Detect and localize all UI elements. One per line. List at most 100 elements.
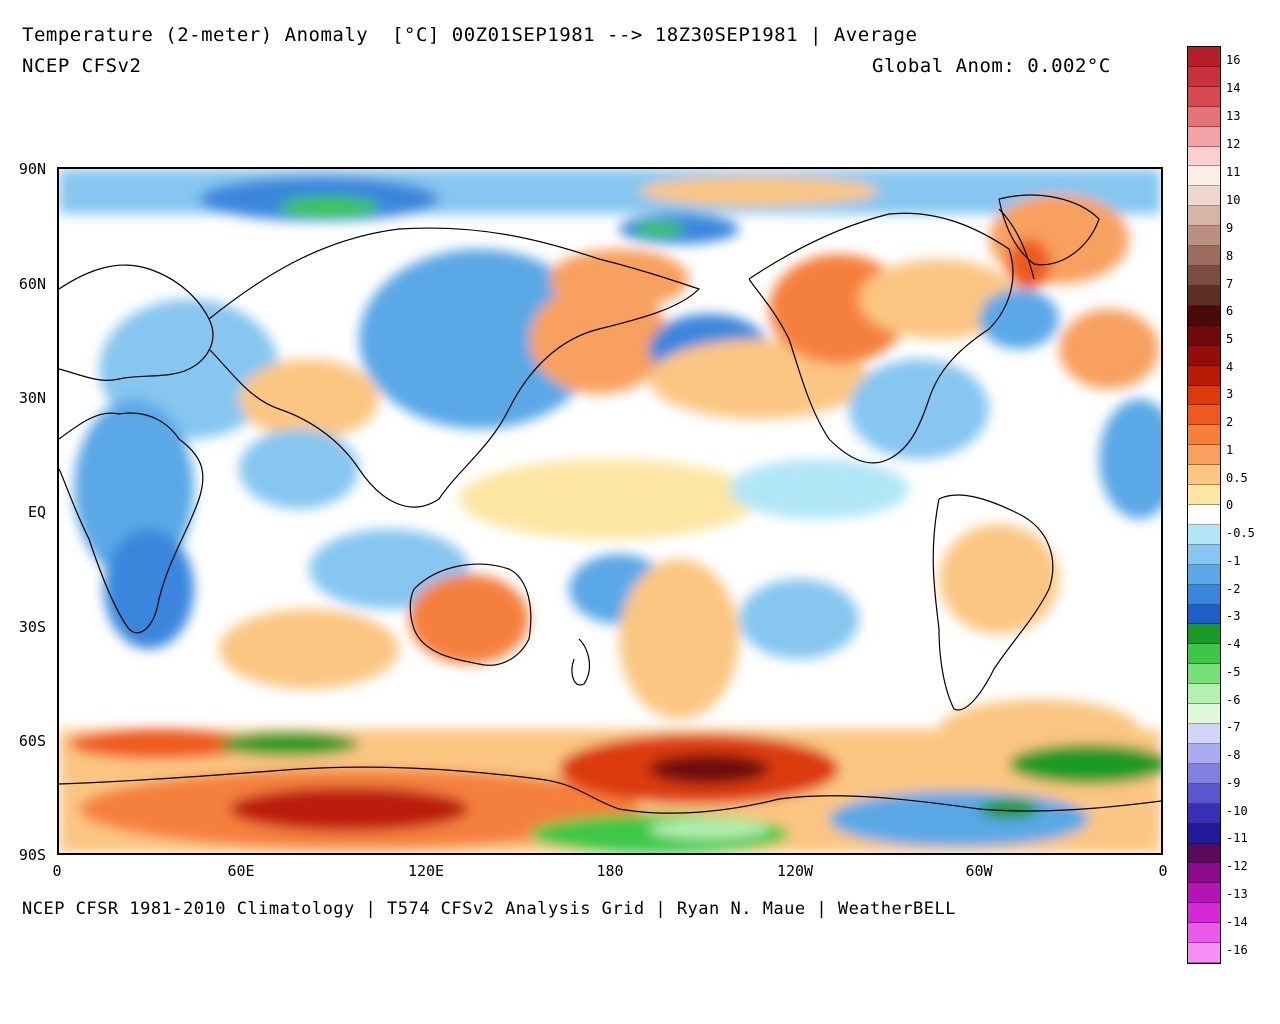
colorbar-tick-label: 1 <box>1226 443 1234 457</box>
colorbar-swatch <box>1188 285 1220 306</box>
lon-label-120w: 120W <box>776 862 814 880</box>
colorbar-tick-label: 11 <box>1226 165 1241 179</box>
colorbar-swatch <box>1188 684 1220 705</box>
colorbar-swatch <box>1188 485 1220 505</box>
colorbar-swatch <box>1188 843 1220 864</box>
model-name: NCEP CFSv2 <box>22 55 142 77</box>
colorbar-swatch <box>1188 604 1220 625</box>
colorbar-tick-label: 9 <box>1226 221 1234 235</box>
colorbar-swatch <box>1188 126 1220 147</box>
colorbar-swatch <box>1188 325 1220 346</box>
colorbar-tick-label: -11 <box>1226 831 1248 845</box>
colorbar-tick-label: -1 <box>1226 554 1241 568</box>
colorbar-tick-label: 14 <box>1226 81 1241 95</box>
colorbar-tick-label: 10 <box>1226 193 1241 207</box>
colorbar-swatch <box>1188 544 1220 565</box>
colorbar-tick-label: -6 <box>1226 693 1241 707</box>
colorbar-tick-label: 8 <box>1226 249 1234 263</box>
colorbar-swatch <box>1188 903 1220 924</box>
lon-label-180: 180 <box>596 862 624 880</box>
colorbar-tick-label: 2 <box>1226 415 1234 429</box>
colorbar-swatch <box>1188 365 1220 386</box>
colorbar-swatch <box>1188 385 1220 406</box>
colorbar-swatch <box>1188 246 1220 267</box>
colorbar-tick-label: -2 <box>1226 582 1241 596</box>
colorbar-swatch <box>1188 47 1220 67</box>
colorbar-swatch <box>1188 505 1220 525</box>
colorbar-tick-label: 0.5 <box>1226 471 1248 485</box>
lon-label-60w: 60W <box>965 862 993 880</box>
colorbar-tick-label: 16 <box>1226 53 1241 67</box>
colorbar-tick-label: -8 <box>1226 748 1241 762</box>
colorbar-swatch <box>1188 106 1220 127</box>
anomaly-blobs <box>59 169 1161 853</box>
colorbar-swatch <box>1188 226 1220 247</box>
colorbar-swatch <box>1188 584 1220 605</box>
colorbar-swatch <box>1188 724 1220 744</box>
colorbar-swatch <box>1188 345 1220 366</box>
colorbar-swatch <box>1188 445 1220 466</box>
colorbar-swatch <box>1188 86 1220 107</box>
lat-label-60n: 60N <box>18 275 46 293</box>
lat-label-30s: 30S <box>18 618 46 636</box>
colorbar-swatch <box>1188 923 1220 944</box>
colorbar-swatch <box>1188 206 1220 227</box>
colorbar-tick-label: -16 <box>1226 943 1248 957</box>
colorbar-tick-label: 0 <box>1226 498 1234 512</box>
colorbar-tick-label: -3 <box>1226 609 1241 623</box>
colorbar-swatch <box>1188 743 1220 764</box>
colorbar-tick-label: -12 <box>1226 859 1248 873</box>
colorbar-swatch <box>1188 624 1220 645</box>
colorbar-swatch <box>1188 883 1220 904</box>
colorbar-swatch <box>1188 943 1220 963</box>
anomaly-map <box>57 167 1163 855</box>
colorbar-swatch <box>1188 66 1220 87</box>
lat-label-90s: 90S <box>18 846 46 864</box>
colorbar-swatch <box>1188 564 1220 585</box>
colorbar-swatch <box>1188 823 1220 844</box>
lon-label-0: 0 <box>52 862 62 880</box>
colorbar-tick-label: 13 <box>1226 109 1241 123</box>
colorbar-swatch <box>1188 524 1220 545</box>
colorbar-swatch <box>1188 465 1220 486</box>
lat-label-30n: 30N <box>18 389 46 407</box>
lat-label-eq: EQ <box>27 503 46 521</box>
colorbar-swatch <box>1188 644 1220 665</box>
colorbar-tick-label: -4 <box>1226 637 1241 651</box>
lon-label-60e: 60E <box>227 862 255 880</box>
colorbar-tick-label: 5 <box>1226 332 1234 346</box>
colorbar-swatch <box>1188 704 1220 725</box>
chart-title: Temperature (2-meter) Anomaly [°C] 00Z01… <box>22 24 918 46</box>
colorbar-tick-label: 6 <box>1226 304 1234 318</box>
colorbar-swatch <box>1188 783 1220 804</box>
colorbar-tick-label: 4 <box>1226 360 1234 374</box>
colorbar-tick-label: 3 <box>1226 387 1234 401</box>
colorbar-swatch <box>1188 803 1220 824</box>
colorbar-tick-label: -14 <box>1226 915 1248 929</box>
colorbar-tick-label: -10 <box>1226 804 1248 818</box>
credits-footer: NCEP CFSR 1981-2010 Climatology | T574 C… <box>22 899 956 919</box>
anomaly-field <box>59 169 1161 853</box>
colorbar-swatch <box>1188 305 1220 326</box>
colorbar-swatch <box>1188 863 1220 884</box>
colorbar-swatch <box>1188 763 1220 784</box>
colorbar-tick-label: 7 <box>1226 277 1234 291</box>
colorbar-tick-label: -0.5 <box>1226 526 1255 540</box>
colorbar-tick-label: -7 <box>1226 720 1241 734</box>
colorbar-swatch <box>1188 425 1220 446</box>
colorbar-tick-label: -5 <box>1226 665 1241 679</box>
lon-label-0-east: 0 <box>1158 862 1168 880</box>
lon-label-120e: 120E <box>407 862 445 880</box>
lat-label-90n: 90N <box>18 160 46 178</box>
colorbar <box>1187 46 1221 964</box>
coastlines <box>59 194 1161 814</box>
colorbar-swatch <box>1188 664 1220 685</box>
lat-label-60s: 60S <box>18 732 46 750</box>
colorbar-swatch <box>1188 266 1220 286</box>
colorbar-swatch <box>1188 146 1220 167</box>
colorbar-swatch <box>1188 166 1220 187</box>
colorbar-swatch <box>1188 186 1220 207</box>
colorbar-tick-label: -9 <box>1226 776 1241 790</box>
colorbar-tick-label: -13 <box>1226 887 1248 901</box>
